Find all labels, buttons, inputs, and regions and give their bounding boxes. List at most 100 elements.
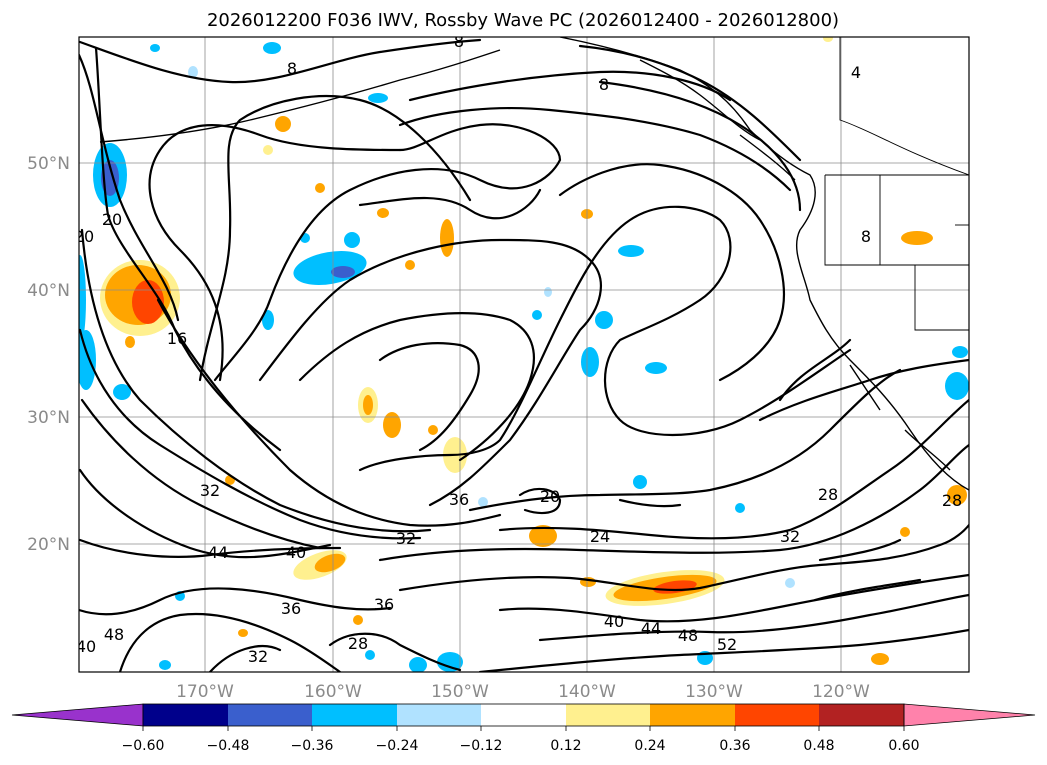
contour-line xyxy=(538,593,969,642)
contour-label: 24 xyxy=(590,527,610,546)
alaska-coast xyxy=(559,37,969,491)
contour-label: 48 xyxy=(678,626,698,645)
contour-line xyxy=(398,107,792,192)
lat-label: 20°N xyxy=(27,535,70,555)
positive-anomaly-patch xyxy=(405,260,415,270)
colorbar-tick-label: 0.24 xyxy=(634,738,665,754)
negative-anomaly-patch xyxy=(735,503,745,513)
contour-line xyxy=(94,46,282,452)
contour-label: 32 xyxy=(200,481,220,500)
latitude-labels: 50°N 40°N 30°N 20°N xyxy=(27,154,70,555)
colorbar-swatch xyxy=(566,704,650,726)
negative-anomaly-patch xyxy=(344,232,360,248)
contour-line xyxy=(408,70,732,102)
contour-line xyxy=(378,342,480,452)
contour-line xyxy=(198,94,472,382)
contour-line xyxy=(80,228,432,533)
positive-anomaly-patch xyxy=(125,336,135,348)
lat-label: 50°N xyxy=(27,154,70,174)
colorbar-swatch xyxy=(143,704,228,726)
negative-anomaly-patch xyxy=(645,362,667,374)
contour-label: 32 xyxy=(396,529,416,548)
negative-anomaly-patch xyxy=(365,650,375,660)
contour-line xyxy=(258,238,602,507)
positive-anomaly-patch xyxy=(315,183,325,193)
positive-anomaly-patch xyxy=(440,219,454,257)
negative-anomaly-patch xyxy=(331,266,355,278)
negative-anomaly-patch xyxy=(952,346,968,358)
longitude-labels: 170°W 160°W 150°W 140°W 130°W 120°W xyxy=(176,682,870,702)
positive-anomaly-patch xyxy=(132,280,164,324)
coast-detail xyxy=(639,59,761,141)
contour-label: 20 xyxy=(102,210,122,229)
state-border xyxy=(824,175,969,266)
contour-line xyxy=(328,632,462,672)
coast-detail xyxy=(849,364,881,411)
contour-line xyxy=(478,628,969,672)
contour-label: 28 xyxy=(942,491,962,510)
coast-detail xyxy=(904,429,951,471)
contour-line xyxy=(498,398,969,540)
lon-label: 170°W xyxy=(176,682,234,702)
colorbar-tick-label: 0.60 xyxy=(888,738,919,754)
contour-line xyxy=(156,298,502,527)
map-frame xyxy=(78,36,970,673)
contour-labels: 8 8 8 4 8 20 16 20 32 44 40 32 36 36 28 … xyxy=(76,32,962,666)
contour-line xyxy=(79,38,482,84)
contour-line xyxy=(498,573,969,623)
colorbar-swatch xyxy=(312,704,397,726)
contour-label: 40 xyxy=(76,637,96,656)
colorbar-swatch xyxy=(650,704,735,726)
contour-line xyxy=(79,53,180,322)
negative-anomaly-patch xyxy=(633,475,647,489)
contour-line xyxy=(358,205,732,472)
colorbar-tick-label: −0.12 xyxy=(460,738,503,754)
contour-line xyxy=(79,538,342,558)
negative-anomaly-patch xyxy=(618,245,644,257)
colorbar-swatch xyxy=(397,704,481,726)
positive-anomaly-patch xyxy=(263,145,273,155)
colorbar-swatch xyxy=(481,704,566,726)
colorbar-tick-label: 0.36 xyxy=(719,738,750,754)
contour-line xyxy=(618,498,682,508)
lon-label: 150°W xyxy=(431,682,489,702)
negative-anomaly-patch xyxy=(263,42,281,54)
aleutian-chain xyxy=(99,49,501,143)
contour-line xyxy=(118,613,342,672)
map-panel: 8 8 8 4 8 20 16 20 32 44 40 32 36 36 28 … xyxy=(76,32,969,672)
positive-anomaly-patch xyxy=(428,425,438,435)
colorbar: −0.60 −0.48 −0.36 −0.24 −0.12 0.12 0.24 … xyxy=(11,703,1036,754)
contour-label: 36 xyxy=(374,595,394,614)
contour-line xyxy=(208,645,282,672)
contour-line xyxy=(558,163,786,382)
contour-label: 8 xyxy=(454,32,464,51)
positive-anomaly-patch xyxy=(363,395,373,415)
contour-label: 8 xyxy=(287,59,297,78)
colorbar-tick-label: −0.48 xyxy=(207,738,250,754)
colorbar-tick-label: −0.60 xyxy=(122,738,165,754)
colorbar-tick-label: 0.12 xyxy=(550,738,581,754)
lon-label: 140°W xyxy=(558,682,616,702)
colorbar-extend-low xyxy=(11,703,144,727)
positive-anomaly-patch xyxy=(871,653,889,665)
coast-detail xyxy=(739,134,796,181)
positive-anomaly-patch xyxy=(901,231,933,245)
positive-anomaly-patch xyxy=(238,629,248,637)
negative-anomaly-patch xyxy=(150,44,160,52)
contour-label: 32 xyxy=(780,527,800,546)
negative-anomaly-patch xyxy=(581,347,599,377)
negative-anomaly-patch xyxy=(478,497,488,507)
contour-line xyxy=(79,587,392,616)
state-border xyxy=(914,265,969,331)
contour-label: 48 xyxy=(104,625,124,644)
negative-anomaly-patch xyxy=(945,372,969,400)
contour-label: 44 xyxy=(641,619,661,638)
contour-label: 52 xyxy=(717,635,737,654)
contour-line xyxy=(79,468,332,559)
contour-line xyxy=(598,80,802,212)
contour-label: 20 xyxy=(540,487,560,506)
contour-label: 40 xyxy=(286,543,306,562)
gridlines xyxy=(79,37,969,672)
contour-label: 28 xyxy=(818,485,838,504)
